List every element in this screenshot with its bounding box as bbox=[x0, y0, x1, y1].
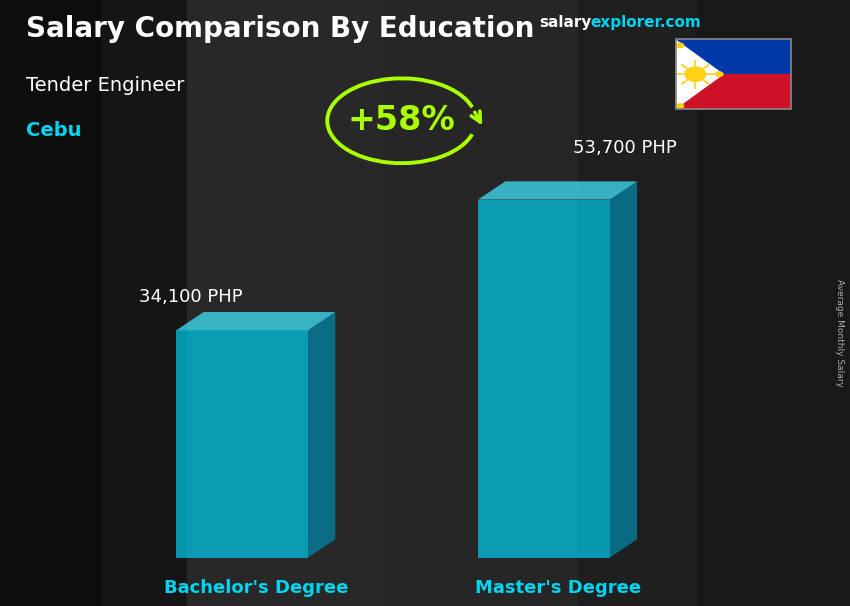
Text: Average Monthly Salary: Average Monthly Salary bbox=[836, 279, 844, 387]
Text: 34,100 PHP: 34,100 PHP bbox=[139, 288, 243, 306]
Polygon shape bbox=[478, 199, 609, 558]
Text: Bachelor's Degree: Bachelor's Degree bbox=[164, 579, 348, 597]
Polygon shape bbox=[102, 0, 187, 606]
Polygon shape bbox=[308, 312, 335, 558]
Text: Salary Comparison By Education: Salary Comparison By Education bbox=[26, 15, 534, 43]
Polygon shape bbox=[187, 0, 382, 606]
Polygon shape bbox=[176, 312, 335, 330]
Polygon shape bbox=[176, 330, 308, 558]
Polygon shape bbox=[478, 181, 638, 199]
Polygon shape bbox=[382, 0, 578, 606]
Polygon shape bbox=[0, 0, 102, 606]
Circle shape bbox=[676, 42, 684, 48]
Text: +58%: +58% bbox=[348, 104, 456, 138]
Polygon shape bbox=[676, 39, 790, 109]
Text: salary: salary bbox=[540, 15, 592, 30]
Polygon shape bbox=[676, 39, 790, 75]
Polygon shape bbox=[578, 0, 697, 606]
Text: Cebu: Cebu bbox=[26, 121, 81, 140]
Polygon shape bbox=[697, 0, 850, 606]
Polygon shape bbox=[609, 181, 638, 558]
Text: explorer.com: explorer.com bbox=[591, 15, 701, 30]
Circle shape bbox=[715, 72, 723, 77]
Polygon shape bbox=[676, 75, 790, 109]
Text: 53,700 PHP: 53,700 PHP bbox=[573, 139, 677, 157]
Circle shape bbox=[676, 103, 684, 109]
Polygon shape bbox=[676, 39, 724, 109]
Circle shape bbox=[684, 66, 706, 82]
Text: Tender Engineer: Tender Engineer bbox=[26, 76, 184, 95]
Text: Master's Degree: Master's Degree bbox=[474, 579, 641, 597]
